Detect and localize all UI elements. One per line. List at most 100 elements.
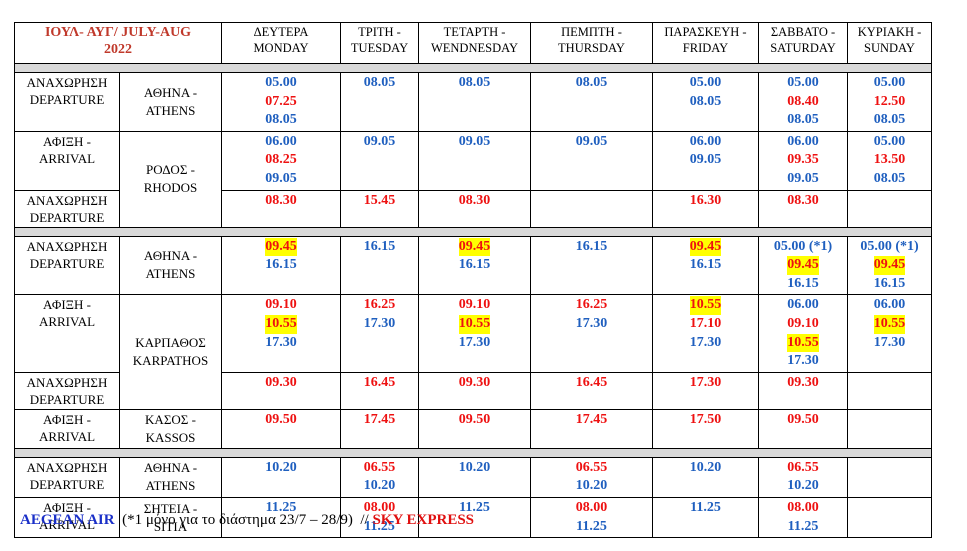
day-cell: 10.20 [221, 456, 341, 498]
flight-time: 09.45 [689, 237, 722, 257]
flight-time: 05.00 [873, 75, 906, 90]
flight-time: 09.05 [265, 170, 297, 186]
flight-time: 06.00 [873, 297, 906, 313]
direction-label: ΑΦΙΞΗ - ARRIVAL [14, 408, 120, 449]
day-line: MONDAY [253, 41, 309, 55]
flight-time: 16.45 [363, 374, 396, 390]
flight-time: 11.25 [265, 499, 297, 515]
flight-time: 08.30 [787, 192, 819, 208]
day-cell: 17.45 [530, 408, 653, 449]
day-line: ΣΑΒΒΑΤΟ - [770, 25, 836, 39]
flight-time: 10.55 [265, 314, 297, 334]
schedule-row: ΑΝΑΧΩΡΗΣΗ DEPARTURE 08.30 15.45 08.30 16.30 08… [14, 189, 932, 228]
flight-time: 08.30 [265, 192, 297, 208]
day-cell: 06.00 09.35 09.05 [758, 130, 848, 191]
flight-time: 12.50 [873, 93, 906, 109]
separator-row [14, 447, 932, 458]
flight-time: 08.05 [575, 75, 608, 90]
day-cell: 16.45 [340, 371, 419, 410]
label-line: ΑΦΙΞΗ - [42, 411, 91, 427]
day-cell: 16.45 [530, 371, 653, 410]
flight-time: 17.45 [575, 411, 608, 427]
day-cell [847, 371, 932, 410]
flight-time: 16.25 [575, 297, 608, 313]
flight-time: 10.20 [575, 478, 608, 494]
day-cell: 10.55 17.10 17.30 [652, 294, 759, 373]
flight-time: 08.05 [689, 93, 722, 109]
city-label: ΑΘΗΝΑ - ATHENS [119, 235, 222, 296]
flight-time: 06.00 [265, 133, 297, 149]
separator [14, 63, 932, 73]
city-label: ΑΘΗΝΑ - ATHENS [119, 456, 222, 498]
flight-time: 10.55 [873, 314, 906, 334]
flight-time: 17.30 [787, 353, 819, 369]
day-cell: 08.30 [418, 189, 531, 228]
city-label: ΚΑΡΠΑΘΟΣ KARPATHOS [119, 294, 222, 410]
flight-time: 06.00 [787, 133, 819, 149]
day-cell: 09.30 [758, 371, 848, 410]
day-cell: 09.05 [530, 130, 653, 191]
flight-time: 17.45 [363, 411, 396, 427]
day-header: ΤΕΤΑΡΤΗ - WENDNESDAY [418, 22, 531, 64]
day-cell: 09.30 [221, 371, 341, 410]
day-cell: 06.00 09.10 10.55 17.30 [758, 294, 848, 373]
day-cell: 16.25 17.30 [340, 294, 419, 373]
day-header: ΔΕΥΤΕΡΑ MONDAY [221, 22, 341, 64]
flight-time: 07.25 [265, 93, 297, 109]
label-line: ΑΝΑΧΩΡΗΣΗ [26, 75, 108, 90]
direction-label: ΑΦΙΞΗ - ARRIVAL [14, 294, 120, 373]
flight-time: 16.15 [458, 257, 491, 273]
day-cell: 17.50 [652, 408, 759, 449]
label-line: ARRIVAL [38, 314, 96, 330]
flight-time: 09.30 [265, 374, 297, 390]
city-label: ΚΑΣΟΣ - KASSOS [119, 408, 222, 449]
label-line: DEPARTURE [29, 209, 105, 225]
flight-time: 09.10 [458, 297, 491, 313]
day-cell: 10.20 [418, 456, 531, 498]
day-line: WENDNESDAY [430, 41, 519, 55]
flight-time: 11.25 [576, 518, 607, 534]
flight-time: 11.25 [364, 518, 395, 534]
flight-time: 09.05 [363, 133, 396, 149]
city-line: ΚΑΡΠΑΘΟΣ [135, 335, 206, 351]
day-cell: 06.55 10.20 [340, 456, 419, 498]
flight-time: 09.30 [458, 374, 491, 390]
flight-time: 05.00 (*1) [773, 238, 833, 254]
day-cell: 06.55 10.20 [530, 456, 653, 498]
schedule: ΙΟΥΛ- ΑΥΓ/ JULY-AUG 2022 ΔΕΥΤΕΡΑ MONDAY ΤΡΙΤ… [14, 22, 932, 539]
flight-time: 09.45 [873, 256, 906, 275]
flight-time: 05.00 [265, 75, 297, 90]
city-line: SITIA [153, 518, 188, 534]
day-line: TUESDAY [350, 41, 409, 55]
flight-time: 10.20 [363, 478, 396, 494]
flight-time: 09.50 [458, 411, 491, 427]
flight-time: 16.15 [873, 275, 906, 291]
day-cell: 08.00 11.25 [340, 496, 419, 539]
label-line: ΑΝΑΧΩΡΗΣΗ [26, 459, 108, 475]
day-cell: 08.30 [221, 189, 341, 228]
day-cell: 16.25 17.30 [530, 294, 653, 373]
schedule-row: ΑΝΑΧΩΡΗΣΗ DEPARTURE ΑΘΗΝΑ - ATHENS 09.45 16.1… [14, 235, 932, 296]
header-title: ΙΟΥΛ- ΑΥΓ/ JULY-AUG 2022 [14, 22, 222, 64]
day-cell: 06.55 10.20 [758, 456, 848, 498]
day-cell: 06.00 10.55 17.30 [847, 294, 932, 373]
title-line: 2022 [104, 42, 132, 57]
flight-time: 17.30 [689, 374, 722, 390]
flight-time: 10.55 [689, 296, 722, 315]
flight-time: 08.05 [873, 170, 906, 186]
schedule-row: ΑΝΑΧΩΡΗΣΗ DEPARTURE ΑΘΗΝΑ - ATHENS 10.20 06.5… [14, 456, 932, 498]
day-cell: 09.50 [221, 408, 341, 449]
city-line: ATHENS [145, 266, 196, 282]
flight-time: 09.50 [265, 411, 297, 427]
day-cell: 10.20 [652, 456, 759, 498]
flight-time: 08.05 [363, 75, 396, 90]
flight-time: 15.45 [363, 192, 396, 208]
day-cell: 16.15 [340, 235, 419, 296]
day-cell [847, 408, 932, 449]
flight-time: 08.40 [787, 93, 819, 109]
day-cell: 09.10 10.55 17.30 [221, 294, 341, 373]
flight-time: 08.05 [458, 75, 491, 90]
flight-time: 08.25 [265, 152, 297, 168]
label-line: ARRIVAL [38, 150, 96, 166]
label-line: ΑΝΑΧΩΡΗΣΗ [26, 374, 108, 390]
